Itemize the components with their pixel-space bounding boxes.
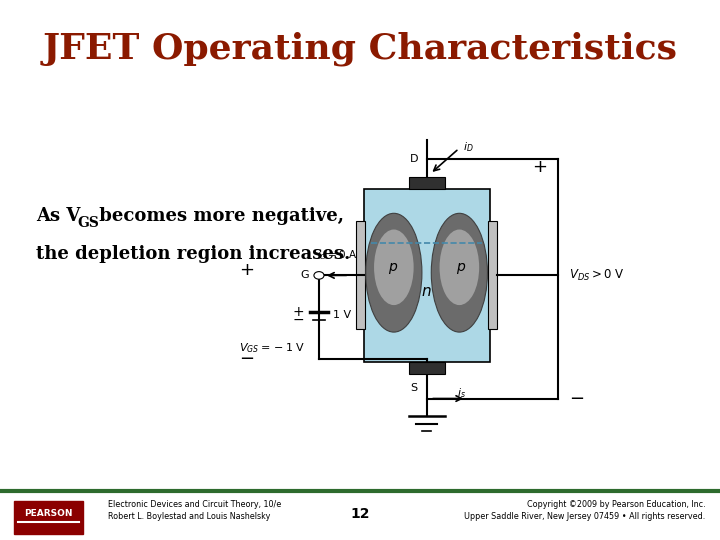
Text: JFET Operating Characteristics: JFET Operating Characteristics (42, 31, 678, 66)
Text: the depletion region increases.: the depletion region increases. (36, 245, 351, 263)
Text: 1 V: 1 V (333, 310, 351, 320)
Ellipse shape (431, 213, 487, 332)
Text: $V_{DS} > 0$ V: $V_{DS} > 0$ V (569, 268, 624, 283)
Text: G: G (300, 271, 309, 280)
Text: GS: GS (78, 216, 99, 230)
Text: Electronic Devices and Circuit Theory, 10/e
Robert L. Boylestad and Louis Nashel: Electronic Devices and Circuit Theory, 1… (108, 500, 282, 521)
Text: p: p (388, 260, 397, 274)
Text: S: S (410, 383, 417, 393)
Text: −: − (239, 350, 255, 368)
Text: Copyright ©2009 by Pearson Education, Inc.
Upper Saddle River, New Jersey 07459 : Copyright ©2009 by Pearson Education, In… (464, 500, 706, 521)
FancyBboxPatch shape (14, 501, 83, 534)
Bar (356, 221, 365, 329)
Text: $i_G = 0$ A: $i_G = 0$ A (317, 248, 357, 262)
Text: $i_s$: $i_s$ (457, 386, 466, 400)
Ellipse shape (366, 213, 422, 332)
Bar (488, 221, 497, 329)
Text: p: p (456, 260, 465, 274)
Bar (409, 177, 445, 189)
Text: becomes more negative,: becomes more negative, (93, 207, 344, 225)
Text: D: D (410, 154, 418, 164)
Circle shape (314, 272, 324, 279)
Text: PEARSON: PEARSON (24, 509, 73, 517)
Text: −: − (293, 313, 305, 327)
Text: +: + (533, 158, 547, 177)
Ellipse shape (439, 230, 479, 305)
Text: As V: As V (36, 207, 81, 225)
Text: −: − (569, 389, 584, 408)
Text: $i_D$: $i_D$ (463, 140, 473, 154)
Ellipse shape (374, 230, 414, 305)
Text: +: + (240, 261, 254, 279)
Text: n: n (422, 284, 431, 299)
Bar (409, 362, 445, 374)
Text: +: + (293, 305, 305, 319)
Text: $V_{GS} = -1$ V: $V_{GS} = -1$ V (239, 341, 305, 355)
Text: 12: 12 (350, 507, 370, 521)
FancyBboxPatch shape (364, 189, 490, 362)
